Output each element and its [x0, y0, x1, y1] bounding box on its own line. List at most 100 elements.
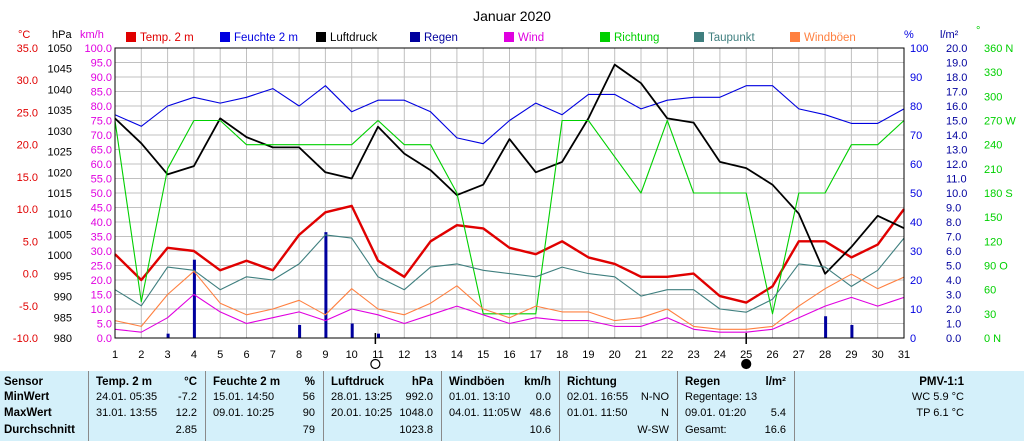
direction-tick-label: 30: [984, 309, 996, 321]
x-tick-label: 26: [766, 349, 778, 361]
feuchte-column: Feuchte 2 m% 15.01. 14:50 56 09.01. 10:25…: [205, 371, 323, 441]
temp-tick-label: 30.0: [17, 75, 38, 87]
chart-grid: [114, 47, 905, 339]
wind-tick-label: 90.0: [91, 72, 112, 84]
moon-phase-icon: [370, 358, 381, 370]
rain-bars: [166, 232, 854, 338]
rain-tick-label: 9.0: [946, 203, 961, 215]
x-tick-label: 16: [503, 349, 515, 361]
sensor-header: Sensor: [4, 376, 43, 388]
x-tick-label: 3: [165, 349, 171, 361]
pmv-column: PMV-1:1 WC 5.9 °C TP 6.1 °C: [794, 371, 1024, 441]
x-tick-label: 19: [582, 349, 594, 361]
wind-tick-label: 55.0: [91, 174, 112, 186]
wind-tick-label: 0.0: [97, 333, 112, 345]
luftdruck-min-value: 992.0: [405, 391, 433, 403]
regen-regentage: Regentage: 13: [685, 391, 758, 403]
direction-tick-label: 180 S: [984, 188, 1013, 200]
temp-average: 2.85: [175, 424, 197, 436]
temp-unit: °C: [184, 376, 197, 388]
richtung-min-value: N-NO: [640, 391, 669, 403]
humidity-tick-label: 90: [910, 72, 922, 84]
series-line: [114, 63, 905, 275]
wind-tick-label: 10.0: [91, 304, 112, 316]
pressure-tick-label: 995: [54, 271, 72, 283]
legend-swatch: [600, 32, 610, 42]
rain-tick-label: 16.0: [946, 101, 967, 113]
wind-tick-label: 95.0: [91, 58, 112, 70]
rain-tick-label: 15.0: [946, 116, 967, 128]
series-line: [114, 234, 905, 313]
humidity-tick-label: 30: [910, 246, 922, 258]
rain-tick-label: 18.0: [946, 72, 967, 84]
humidity-tick-label: 70: [910, 130, 922, 142]
feuchte-title: Feuchte 2 m: [213, 376, 281, 388]
rain-tick-label: 14.0: [946, 130, 967, 142]
pressure-tick-label: 1005: [48, 229, 72, 241]
pressure-tick-label: 1015: [48, 188, 72, 200]
rain-bar: [377, 333, 380, 338]
regen-max-date: 09.01. 01:20: [685, 407, 747, 419]
rain-tick-label: 6.0: [946, 246, 961, 258]
weather-chart: Januar 2020 °C hPa km/h % l/m² ° Temp. 2…: [0, 0, 1024, 371]
windboen-max-value: 48.6: [529, 407, 551, 419]
pressure-tick-label: 1010: [48, 209, 72, 221]
luftdruck-min-date: 28.01. 13:25: [331, 391, 393, 403]
temp-tick-label: 20.0: [17, 140, 38, 152]
feuchte-unit: %: [304, 376, 315, 388]
feuchte-max-date: 09.01. 10:25: [213, 407, 275, 419]
pressure-tick-label: 990: [54, 292, 72, 304]
regen-unit: l/m²: [765, 376, 786, 388]
temp-tick-label: 5.0: [23, 236, 38, 248]
rain-bar: [324, 232, 328, 338]
rain-tick-label: 2.0: [946, 304, 961, 316]
x-tick-label: 11: [372, 349, 383, 361]
x-tick-label: 30: [872, 349, 884, 361]
direction-tick-label: 150: [984, 212, 1002, 224]
temp-max-date: 31.01. 13:55: [96, 407, 158, 419]
legend-swatch: [126, 32, 136, 42]
pressure-tick-label: 1000: [48, 250, 72, 262]
feuchte-min-date: 15.01. 14:50: [213, 391, 275, 403]
wind-tick-label: 5.0: [97, 319, 112, 331]
x-tick-label: 17: [530, 349, 542, 361]
sensor-column: Sensor MinWert MaxWert Durchschnitt: [0, 371, 88, 441]
humidity-tick-label: 80: [910, 101, 922, 113]
wind-tick-label: 15.0: [91, 290, 112, 302]
pressure-tick-label: 1020: [48, 167, 72, 179]
rain-tick-label: 7.0: [946, 232, 961, 244]
rain-bar: [166, 333, 170, 338]
rain-tick-label: 10.0: [946, 188, 967, 200]
luftdruck-title: Luftdruck: [331, 376, 385, 388]
temp-unit-label: °C: [18, 29, 30, 41]
wind-tick-label: 20.0: [91, 275, 112, 287]
rain-bar: [824, 316, 828, 338]
rain-bar: [298, 324, 302, 338]
column-divider: [441, 371, 442, 441]
x-tick-label: 20: [609, 349, 621, 361]
rain-tick-label: 11.0: [946, 174, 967, 186]
pressure-tick-label: 1025: [48, 147, 72, 159]
x-tick-label: 10: [346, 349, 358, 361]
windboen-column: Windböen km/h 01.01. 13:10 0.0 04.01. 11:0…: [441, 371, 559, 441]
direction-tick-label: 270 W: [984, 116, 1016, 128]
rain-tick-label: 17.0: [946, 87, 967, 99]
column-divider: [205, 371, 206, 441]
rain-tick-label: 8.0: [946, 217, 961, 229]
chart-background: [0, 0, 1024, 371]
legend-swatch: [694, 32, 704, 42]
rain-tick-label: 19.0: [946, 58, 967, 70]
temp-tick-label: 10.0: [17, 204, 38, 216]
statistics-table: Sensor MinWert MaxWert Durchschnitt Temp…: [0, 371, 1024, 441]
moon-phase-icon: [741, 358, 752, 370]
rain-tick-label: 3.0: [946, 290, 961, 302]
chart-title: Januar 2020: [473, 8, 551, 24]
rain-bar: [850, 324, 854, 338]
column-divider: [677, 371, 678, 441]
wind-tick-label: 50.0: [91, 188, 112, 200]
x-tick-label: 7: [270, 349, 276, 361]
legend-swatch: [316, 32, 326, 42]
column-divider: [794, 371, 795, 441]
luftdruck-unit: hPa: [411, 376, 433, 388]
rain-bar: [192, 259, 196, 338]
